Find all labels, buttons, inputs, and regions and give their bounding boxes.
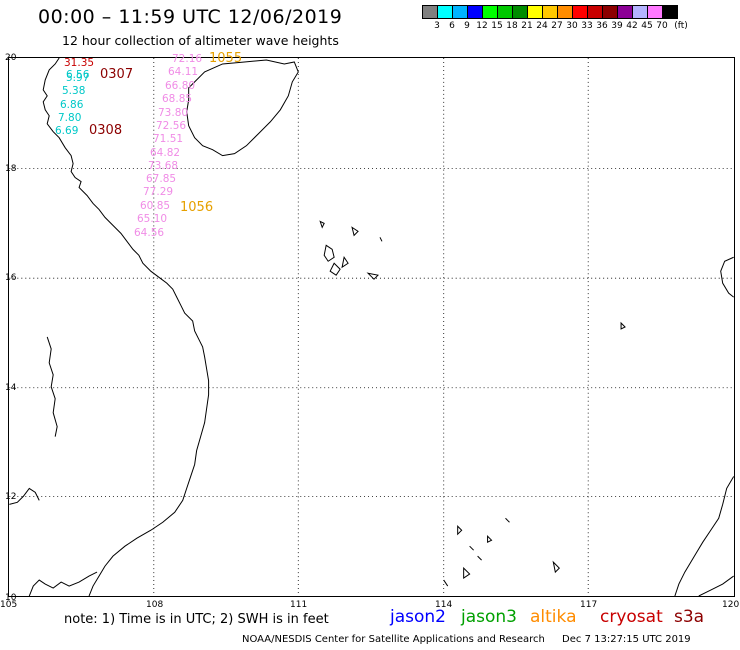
lat-label: 14 — [5, 383, 17, 393]
color-scale-label: 6 — [449, 21, 455, 31]
color-scale-label: 3 — [434, 21, 440, 31]
wave-height-s3a: 67.85 — [146, 173, 177, 185]
credit-text: NOAA/NESDIS Center for Satellite Applica… — [242, 634, 545, 645]
color-scale-label: 18 — [506, 21, 518, 31]
lat-label: 16 — [5, 273, 17, 283]
pass-time-label: 0307 — [100, 67, 134, 82]
color-scale-swatch — [647, 5, 663, 19]
lon-label: 111 — [290, 600, 308, 610]
hainan-island — [186, 59, 299, 157]
color-scale — [422, 5, 678, 19]
wave-height-s3a: 60.85 — [140, 200, 171, 212]
color-scale-swatch — [632, 5, 648, 19]
color-scale-label: 9 — [464, 21, 470, 31]
color-scale-label: 45 — [641, 21, 653, 31]
color-scale-swatch — [572, 5, 588, 19]
lon-label: 108 — [146, 600, 164, 610]
color-scale-label: 15 — [491, 21, 503, 31]
satellite-legend-jason3: jason3 — [461, 607, 517, 627]
pass-time-label: 1056 — [180, 200, 214, 215]
wave-height-s3a: 6.86 — [60, 99, 84, 111]
wave-height-s3a: 6.69 — [55, 125, 79, 137]
wave-height-s3a: 5.38 — [62, 85, 86, 97]
wave-height-s3a: 68.85 — [162, 93, 193, 105]
color-scale-label: 30 — [566, 21, 578, 31]
spratly-islands — [443, 517, 561, 587]
color-scale-swatch — [587, 5, 603, 19]
color-scale-label: 39 — [611, 21, 623, 31]
vietnam-coastline — [42, 58, 210, 596]
lat-label: 20 — [5, 53, 17, 63]
chart-title: 00:00 – 11:59 UTC 12/06/2019 — [38, 6, 343, 28]
wave-height-cryosat: 31.35 — [64, 57, 95, 69]
wave-height-s3a: 71.51 — [153, 133, 184, 145]
lat-label: 18 — [5, 164, 17, 174]
credit-line: NOAA/NESDIS Center for Satellite Applica… — [242, 634, 691, 645]
chart-subtitle: 12 hour collection of altimeter wave hei… — [62, 33, 339, 48]
color-scale-swatch — [542, 5, 558, 19]
color-scale-swatch — [527, 5, 543, 19]
color-scale-unit: (ft) — [674, 21, 688, 31]
satellite-legend-jason2: jason2 — [390, 607, 446, 627]
color-scale-swatch — [617, 5, 633, 19]
color-scale-swatch — [512, 5, 528, 19]
color-scale-swatch — [437, 5, 453, 19]
wave-height-s3a: 7.80 — [58, 112, 82, 124]
color-scale-label: 70 — [656, 21, 668, 31]
wave-height-s3a: 73.68 — [148, 160, 179, 172]
color-scale-label: 27 — [551, 21, 563, 31]
wave-height-s3a: 64.11 — [168, 66, 199, 78]
color-scale-swatch — [452, 5, 468, 19]
timestamp: Dec 7 13:27:15 UTC 2019 — [562, 634, 691, 645]
map-panel — [8, 57, 735, 597]
color-scale-swatch — [662, 5, 678, 19]
gulf-coast-west — [9, 487, 40, 505]
wave-height-s3a: 77.29 — [143, 186, 174, 198]
wave-height-s3a: 5.97 — [66, 72, 90, 84]
pass-time-label: 0308 — [89, 123, 123, 138]
color-scale-label: 21 — [521, 21, 533, 31]
wave-height-s3a: 6.56 — [66, 69, 90, 81]
lat-label: 10 — [5, 593, 17, 603]
lon-label: 105 — [0, 600, 18, 610]
color-scale-swatch — [497, 5, 513, 19]
wave-height-s3a: 65.10 — [137, 213, 168, 225]
wave-height-s3a: 72.56 — [156, 120, 187, 132]
footer-note: note: 1) Time is in UTC; 2) SWH is in fe… — [64, 612, 329, 627]
color-scale-swatches — [422, 5, 678, 19]
color-scale-swatch — [602, 5, 618, 19]
color-scale-label: 36 — [596, 21, 608, 31]
color-scale-label: 24 — [536, 21, 548, 31]
lat-label: 12 — [5, 492, 17, 502]
wave-height-s3a: 73.80 — [158, 107, 189, 119]
color-scale-label: 12 — [476, 21, 488, 31]
color-scale-swatch — [482, 5, 498, 19]
color-scale-labels: 3 6 9 12 15 18 21 24 27 30 33 36 39 42 45 70 (ft) — [422, 21, 732, 33]
wave-height-s3a: 64.82 — [150, 147, 181, 159]
wave-height-s3a: 72.16 — [172, 53, 203, 65]
color-scale-label: 33 — [581, 21, 593, 31]
lon-label: 117 — [580, 600, 598, 610]
philippines-coast — [620, 256, 734, 596]
satellite-legend-altika: altika — [530, 607, 577, 627]
paracel-islands — [319, 220, 383, 280]
color-scale-swatch — [557, 5, 573, 19]
satellite-legend-s3a: s3a — [674, 607, 705, 627]
color-scale-swatch — [422, 5, 438, 19]
island-phu-quoc — [46, 336, 58, 437]
color-scale-label: 42 — [626, 21, 638, 31]
wave-height-s3a: 64.56 — [134, 227, 165, 239]
color-scale-swatch — [467, 5, 483, 19]
mekong-delta-coast — [28, 571, 98, 596]
wave-height-s3a: 66.80 — [165, 80, 196, 92]
satellite-legend-cryosat: cryosat — [600, 607, 663, 627]
lon-label: 114 — [435, 600, 453, 610]
lon-label: 120 — [722, 600, 740, 610]
pass-time-label: 1055 — [209, 51, 243, 66]
